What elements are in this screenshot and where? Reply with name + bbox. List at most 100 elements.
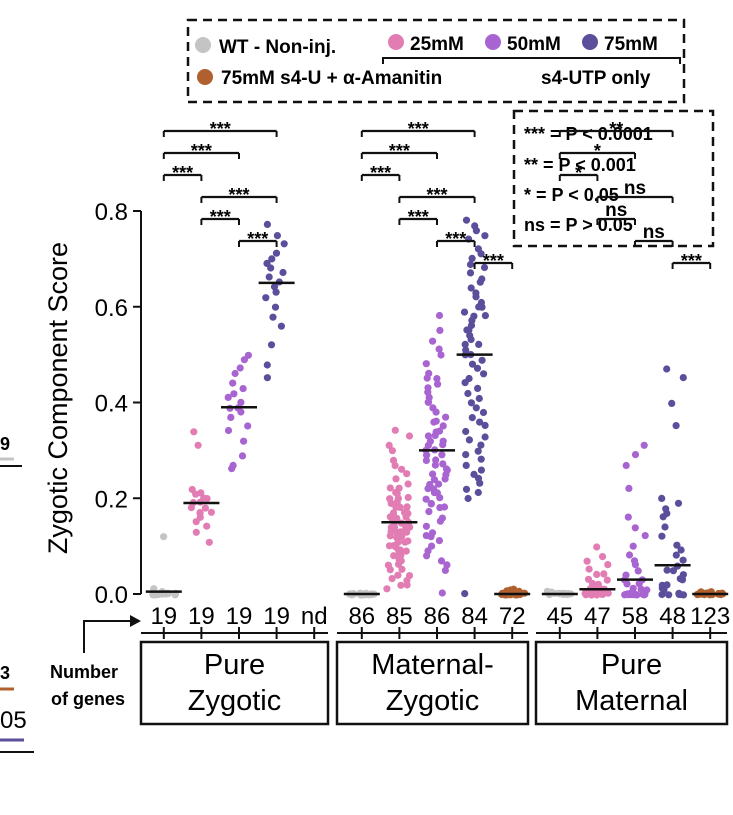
data-point-0-3-14: [269, 313, 277, 321]
data-point-2-2-7: [629, 542, 637, 550]
data-point-1-2-36: [439, 460, 447, 468]
data-point-2-3-13: [672, 551, 680, 559]
data-point-1-1-2: [385, 441, 393, 449]
data-point-1-3-51: [477, 441, 485, 449]
data-point-1-3-7: [468, 254, 476, 262]
data-point-2-3-4: [658, 494, 666, 502]
number-of-genes-arrow: [83, 620, 132, 653]
gene-count-2-4: 123: [690, 603, 730, 630]
data-point-2-2-15: [623, 580, 631, 588]
gene-count-0-1: 19: [188, 603, 215, 630]
data-point-0-3-18: [263, 374, 271, 382]
legend-label-wt: WT - Non-inj.: [219, 37, 336, 58]
data-point-2-2-0: [640, 441, 648, 449]
legend-label-amanitin: 75mM s4-U + α-Amanitin: [221, 68, 442, 89]
gene-count-1-4: 72: [499, 603, 526, 630]
data-point-1-1-67: [388, 575, 396, 583]
data-point-1-3-49: [481, 433, 489, 441]
gene-count-0-4: nd: [301, 603, 328, 630]
data-point-0-3-10: [270, 283, 279, 291]
data-point-2-3-9: [661, 523, 669, 531]
y-tick-label-2: 0.4: [95, 391, 128, 418]
data-point-2-3-3: [672, 422, 680, 430]
data-point-1-2-16: [432, 408, 440, 416]
data-point-2-2-16: [635, 580, 643, 588]
data-point-2-2-11: [634, 567, 642, 575]
data-point-1-2-55: [425, 508, 433, 516]
data-point-1-1-48: [394, 536, 402, 545]
data-point-1-1-51: [385, 542, 394, 550]
data-point-1-1-10: [386, 484, 394, 492]
data-point-2-2-30: [633, 591, 641, 599]
data-point-1-2-41: [441, 475, 449, 483]
data-point-0-2-8: [237, 398, 245, 406]
data-point-2-2-1: [631, 451, 640, 459]
legend-swatch-75mm: [582, 34, 598, 50]
comparison-label-2-6: ***: [681, 251, 702, 271]
data-point-1-1-6: [398, 465, 406, 473]
data-point-1-3-62: [464, 494, 472, 503]
data-point-1-2-52: [427, 499, 435, 508]
data-point-1-2-2: [429, 337, 437, 345]
data-point-0-2-16: [238, 452, 247, 460]
data-point-2-1-0: [593, 543, 601, 551]
data-point-0-3-0: [263, 220, 271, 228]
data-point-2-3-14: [679, 556, 687, 564]
data-point-0-2-2: [236, 364, 244, 372]
y-axis-title: Zygotic Component Score: [43, 242, 73, 554]
data-point-1-3-53: [462, 451, 470, 459]
data-point-1-3-41: [475, 394, 483, 403]
data-point-1-3-33: [478, 356, 486, 364]
number-of-genes-label-line-1: Number: [50, 662, 118, 682]
group-label-0-line-0: Pure: [204, 649, 265, 681]
comparison-label-2-3: ns: [624, 178, 646, 199]
group-label-0-line-1: Zygotic: [188, 685, 281, 717]
data-point-0-3-16: [267, 341, 276, 349]
data-point-1-3-36: [480, 370, 488, 378]
data-point-1-1-16: [404, 493, 412, 502]
data-point-0-3-6: [267, 264, 275, 272]
comparison-label-2-0: **: [609, 119, 623, 139]
significance-key-frame: [512, 109, 715, 248]
group-label-box-1: [335, 640, 530, 726]
data-point-1-3-3: [481, 232, 489, 240]
data-point-0-1-15: [192, 518, 200, 526]
legend-swatch-25mm: [388, 34, 404, 50]
data-point-0-2-6: [230, 390, 238, 398]
data-point-1-2-44: [435, 480, 443, 488]
comparison-label-2-5: ns: [643, 222, 665, 243]
data-point-1-1-41: [403, 528, 411, 536]
legend-swatch-amanitin: [197, 69, 213, 85]
comparison-label-1-4: ***: [408, 207, 429, 227]
data-point-1-3-43: [472, 404, 480, 412]
data-point-1-2-65: [423, 552, 431, 560]
data-point-0-2-11: [237, 408, 245, 416]
data-point-2-2-6: [641, 532, 649, 540]
data-point-1-2-46: [424, 485, 432, 493]
data-point-0-2-3: [231, 369, 239, 378]
data-point-1-2-34: [422, 456, 430, 465]
data-point-1-3-27: [467, 335, 475, 344]
data-point-1-2-14: [424, 398, 432, 406]
data-point-0-2-14: [224, 426, 233, 435]
data-point-1-2-69: [438, 589, 446, 597]
data-point-2-3-31: [675, 589, 683, 598]
legend-label-s4utp: s4-UTP only: [541, 68, 651, 89]
data-point-1-2-32: [423, 451, 431, 459]
data-point-1-3-25: [463, 326, 471, 334]
data-point-0-1-16: [203, 522, 211, 530]
legend-s4utp-bracket: [382, 57, 681, 64]
legend-swatch-wt: [195, 37, 211, 53]
data-point-1-3-18: [475, 303, 483, 311]
comparison-label-1-1: ***: [389, 141, 410, 161]
gene-count-0-2: 19: [226, 603, 253, 630]
data-point-1-2-50: [436, 494, 444, 502]
data-point-1-1-64: [386, 566, 394, 574]
data-point-1-2-66: [437, 557, 446, 565]
data-point-2-2-2: [622, 461, 630, 470]
data-point-1-2-31: [438, 451, 446, 459]
data-point-1-2-38: [442, 465, 451, 473]
data-point-1-2-58: [422, 522, 430, 530]
